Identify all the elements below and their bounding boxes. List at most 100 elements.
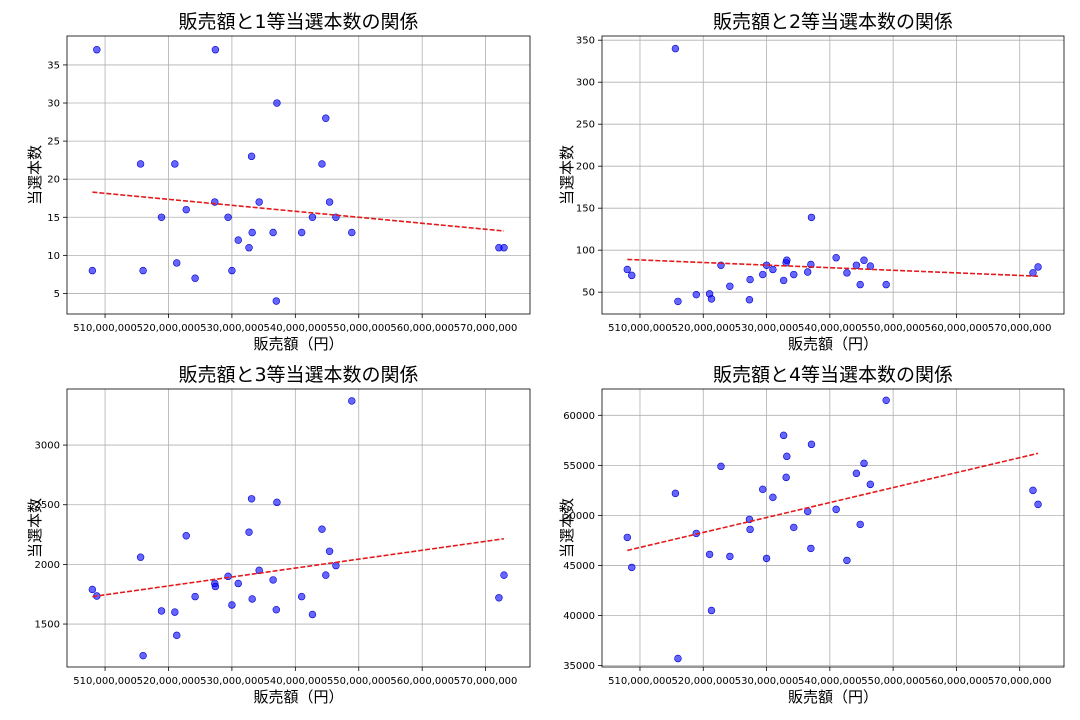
x-tick-label: 560,000,000 — [925, 323, 989, 334]
data-point — [93, 46, 101, 54]
data-point — [674, 654, 682, 663]
data-point — [308, 610, 317, 619]
data-point — [623, 533, 632, 542]
data-point — [860, 256, 868, 264]
data-point — [325, 547, 334, 555]
x-tick-label: 530,000,000 — [200, 323, 264, 334]
data-point — [783, 256, 791, 264]
x-tick-label: 520,000,000 — [137, 676, 201, 687]
data-point — [247, 152, 256, 161]
chart-title: 販売額と3等当選本数の関係 — [178, 364, 418, 386]
x-tick-label: 560,000,000 — [390, 676, 454, 687]
data-point — [807, 260, 815, 269]
data-point — [297, 592, 306, 601]
data-point — [674, 297, 682, 306]
y-tick-label: 35000 — [563, 661, 595, 672]
data-point — [171, 608, 179, 616]
data-point — [173, 259, 181, 267]
x-tick-label: 570,000,000 — [988, 676, 1052, 687]
y-tick-label: 350 — [576, 36, 595, 47]
data-point — [211, 582, 220, 591]
data-point — [322, 571, 330, 579]
data-point — [860, 459, 868, 468]
chart-title: 販売額と4等当選本数の関係 — [713, 364, 953, 386]
data-point — [211, 46, 220, 54]
data-point — [807, 544, 815, 553]
data-point — [322, 114, 330, 122]
trend-line — [92, 537, 505, 598]
data-point — [856, 520, 864, 529]
data-point — [671, 44, 680, 53]
data-point — [88, 585, 97, 594]
data-point — [234, 236, 242, 244]
data-point — [255, 198, 263, 206]
subplot-1: 510,000,000 520,000,000 530,000,000 540,000… — [26, 11, 531, 353]
data-point — [623, 265, 632, 274]
data-point — [245, 244, 253, 252]
x-tick-label: 540,000,000 — [798, 676, 862, 687]
data-point — [769, 493, 777, 502]
data-point — [705, 550, 714, 559]
y-tick-label: 1500 — [35, 620, 60, 631]
data-point — [297, 228, 306, 237]
data-point — [228, 601, 236, 609]
data-point — [782, 473, 790, 482]
data-point — [832, 505, 840, 514]
x-tick-label: 550,000,000 — [327, 323, 391, 334]
y-tick-label: 100 — [576, 246, 595, 257]
data-point — [790, 270, 798, 279]
y-tick-label: 45000 — [563, 561, 595, 572]
data-point — [182, 205, 190, 214]
data-point — [746, 275, 754, 284]
subplot-3: 510,000,000 520,000,000 530,000,000 540,000… — [26, 364, 531, 706]
data-point — [759, 485, 767, 494]
x-tick-label: 520,000,000 — [671, 323, 735, 334]
data-point — [671, 489, 680, 498]
y-tick-label: 200 — [576, 162, 595, 173]
x-tick-label: 510,000,000 — [608, 676, 672, 687]
chart-title: 販売額と1等当選本数の関係 — [178, 11, 418, 33]
data-point — [191, 274, 199, 282]
data-point — [843, 269, 851, 277]
x-axis-label: 販売額（円） — [788, 335, 878, 353]
data-point — [272, 297, 281, 305]
data-point — [247, 495, 256, 503]
data-point — [628, 563, 636, 572]
y-tick-label: 250 — [576, 120, 595, 131]
data-point — [707, 606, 716, 615]
y-tick-label: 50 — [582, 288, 595, 299]
data-point — [88, 266, 97, 275]
data-point — [318, 160, 326, 168]
data-point — [136, 160, 145, 168]
data-point — [500, 571, 508, 579]
x-tick-label: 510,000,000 — [608, 323, 672, 334]
data-point — [273, 498, 281, 507]
data-point — [832, 254, 840, 262]
subplot-4: 510,000,000 520,000,000 530,000,000 540,000… — [558, 364, 1065, 706]
x-axis-label: 販売額（円） — [788, 688, 878, 706]
data-point — [157, 213, 166, 221]
y-tick-label: 50000 — [563, 511, 595, 522]
y-tick-label: 15 — [47, 213, 60, 224]
x-tick-label: 550,000,000 — [861, 676, 925, 687]
data-point — [803, 268, 812, 276]
x-axis-label: 販売額（円） — [253, 335, 343, 353]
data-point — [173, 631, 181, 640]
data-point — [779, 431, 788, 440]
data-point — [224, 572, 232, 581]
data-point — [807, 440, 816, 449]
data-point — [852, 261, 861, 269]
x-axis-label: 販売額（円） — [253, 688, 343, 706]
x-tick-label: 520,000,000 — [671, 676, 735, 687]
x-tick-label: 530,000,000 — [735, 323, 799, 334]
y-axis-label: 当選本数 — [26, 498, 44, 558]
data-point — [348, 228, 356, 237]
x-tick-label: 510,000,000 — [73, 323, 137, 334]
x-tick-label: 550,000,000 — [861, 323, 925, 334]
y-tick-label: 20 — [47, 175, 60, 186]
x-tick-label: 530,000,000 — [735, 676, 799, 687]
x-tick-label: 570,000,000 — [454, 323, 518, 334]
data-point — [1034, 500, 1042, 509]
data-point — [882, 280, 890, 289]
